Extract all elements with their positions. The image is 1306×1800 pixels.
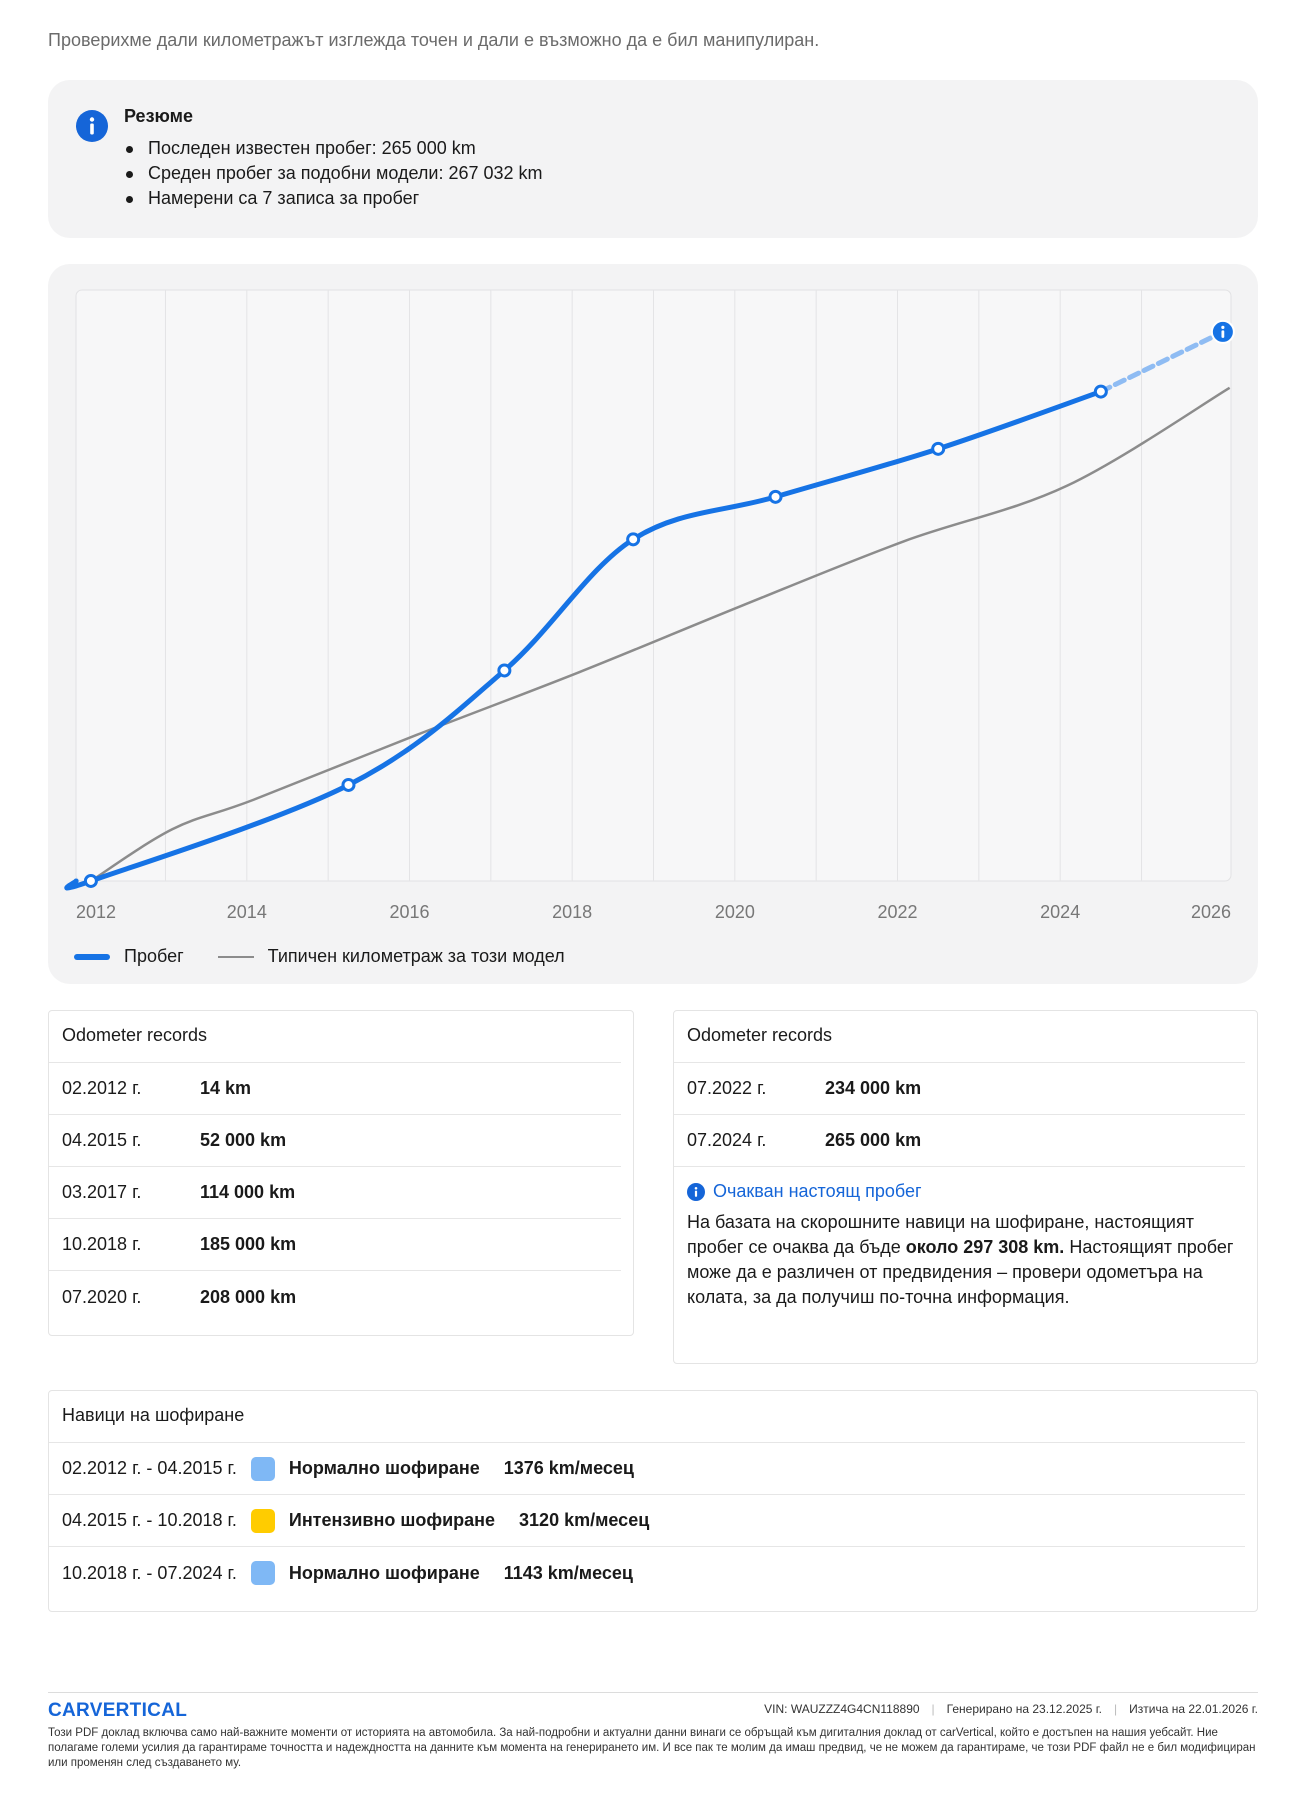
record-date: 07.2024 г. [687, 1130, 767, 1150]
record-date: 03.2017 г. [62, 1182, 142, 1202]
record-date: 07.2020 г. [62, 1286, 142, 1307]
mileage-record-point [1093, 384, 1108, 399]
record-row: 04.2015 г. 52 000 km [49, 1115, 621, 1167]
record-km: 114 000 km [200, 1182, 296, 1202]
mileage-chart-card: 2012 2014 2016 2018 2020 2022 2024 2026 Пробег … [48, 264, 1258, 984]
habit-period: 10.2018 г. - 07.2024 г. [62, 1562, 237, 1583]
habit-row: 02.2012 г. - 04.2015 г. Нормално шофиран… [49, 1443, 1245, 1495]
habit-type: Нормално шофиране [288, 1562, 480, 1583]
generated-info: Генерирано на 23.12.2025 г. [946, 1702, 1102, 1716]
expires-info: Изтича на 22.01.2026 г. [1129, 1702, 1258, 1716]
intro-text: Проверихме дали километражът изглежда то… [48, 30, 820, 50]
x-tick-label: 2018 [552, 902, 592, 922]
summary-item: Последен известен пробег: 265 000 km [126, 136, 543, 161]
summary-title: Резюме [124, 106, 193, 126]
x-tick-label: 2012 [76, 902, 116, 922]
summary-panel: Резюме Последен известен пробег: 265 000… [48, 80, 1258, 238]
record-km: 234 000 km [825, 1078, 922, 1098]
footer-divider [48, 1692, 1258, 1693]
record-date: 07.2022 г. [687, 1078, 767, 1098]
odometer-records-left: Odometer records 02.2012 г. 14 km 04.201… [48, 1010, 634, 1336]
habit-type: Интензивно шофиране [288, 1510, 496, 1530]
expected-mileage: Очакван настоящ пробег На базата на скор… [674, 1167, 1257, 1310]
meta-separator: | [931, 1702, 935, 1716]
legend-label-typical: Типичен километраж за този модел [267, 946, 565, 966]
habit-period: 04.2015 г. - 10.2018 г. [62, 1510, 237, 1530]
mileage-record-point [341, 777, 356, 792]
habit-color-badge [250, 1456, 275, 1481]
habit-type: Нормално шофиране [288, 1458, 480, 1478]
habit-rate: 1376 km/месец [503, 1458, 634, 1478]
record-km: 185 000 km [200, 1234, 297, 1254]
info-icon [687, 1182, 705, 1201]
disclaimer-text: Този PDF доклад включва само най-важните… [48, 1727, 1256, 1769]
records-title: Odometer records [674, 1011, 1245, 1063]
record-km: 265 000 km [825, 1130, 922, 1150]
mileage-chart: 2012 2014 2016 2018 2020 2022 2024 2026 [64, 289, 1235, 922]
expected-mileage-text: На базата на скорошните навици на шофира… [687, 1212, 1234, 1307]
habit-row: 10.2018 г. - 07.2024 г. Нормално шофиран… [49, 1547, 1245, 1599]
legend-swatch-typical [217, 955, 254, 958]
record-km: 208 000 km [200, 1286, 297, 1307]
record-row: 07.2024 г. 265 000 km [674, 1115, 1245, 1167]
footer-meta: VIN: WAUZZZ4G4CN118890 | Генерирано на 2… [764, 1702, 1258, 1716]
chart-legend: Пробег Типичен километраж за този модел [74, 946, 565, 967]
typical-mileage-line [90, 386, 1231, 883]
info-icon [76, 110, 108, 142]
summary-item: Среден пробег за подобни модели: 267 032… [126, 161, 543, 186]
mileage-line [64, 389, 1104, 891]
expected-mileage-header: Очакван настоящ пробег [687, 1181, 1244, 1202]
legend-label-mileage: Пробег [124, 946, 184, 966]
habit-rate: 1143 km/месец [503, 1562, 633, 1583]
projection-info-icon-dot [1221, 325, 1225, 330]
x-tick-label: 2020 [715, 902, 755, 922]
record-row: 03.2017 г. 114 000 km [49, 1167, 621, 1219]
habit-color-badge [250, 1561, 275, 1585]
x-tick-label: 2024 [1040, 902, 1080, 922]
x-tick-label: 2014 [227, 902, 267, 922]
record-row: 10.2018 г. 185 000 km [49, 1219, 621, 1271]
habit-color-badge [250, 1508, 275, 1533]
x-tick-label: 2016 [389, 902, 429, 922]
record-date: 10.2018 г. [62, 1234, 142, 1254]
odometer-records-right: Odometer records 07.2022 г. 234 000 km 0… [673, 1010, 1258, 1364]
projection-info-icon-stem [1221, 330, 1225, 338]
record-km: 14 km [200, 1078, 252, 1098]
summary-list: Последен известен пробег: 265 000 km Сре… [126, 136, 543, 211]
record-date: 04.2015 г. [62, 1130, 142, 1150]
meta-separator: | [1114, 1702, 1118, 1716]
x-tick-label: 2026 [1191, 902, 1231, 922]
x-tick-label: 2022 [877, 902, 917, 922]
vin-info: VIN: WAUZZZ4G4CN118890 [764, 1702, 920, 1716]
mileage-record-point [931, 441, 946, 456]
record-row: 07.2022 г. 234 000 km [674, 1063, 1245, 1115]
mileage-record-point [497, 663, 512, 678]
legend-swatch-mileage [74, 953, 110, 960]
mileage-record-point [83, 873, 98, 888]
records-title: Odometer records [49, 1011, 621, 1063]
driving-habits-card: Навици на шофиране 02.2012 г. - 04.2015 … [48, 1390, 1258, 1612]
mileage-record-point [768, 489, 783, 504]
record-km: 52 000 km [200, 1130, 287, 1150]
record-date: 02.2012 г. [62, 1078, 142, 1098]
record-row: 07.2020 г. 208 000 km [49, 1271, 621, 1323]
carvertical-logo: CARVERTICAL [48, 1700, 188, 1721]
habit-rate: 3120 km/месец [519, 1510, 650, 1530]
record-row: 02.2012 г. 14 km [49, 1063, 621, 1115]
habit-row: 04.2015 г. - 10.2018 г. Интензивно шофир… [49, 1495, 1245, 1547]
mileage-record-point [626, 532, 641, 547]
expected-mileage-heading: Очакван настоящ пробег [713, 1181, 922, 1201]
summary-item: Намерени са 7 записа за пробег [126, 186, 543, 211]
projection-line [1098, 329, 1226, 395]
habits-title: Навици на шофиране [49, 1391, 1245, 1443]
habit-period: 02.2012 г. - 04.2015 г. [62, 1458, 237, 1478]
